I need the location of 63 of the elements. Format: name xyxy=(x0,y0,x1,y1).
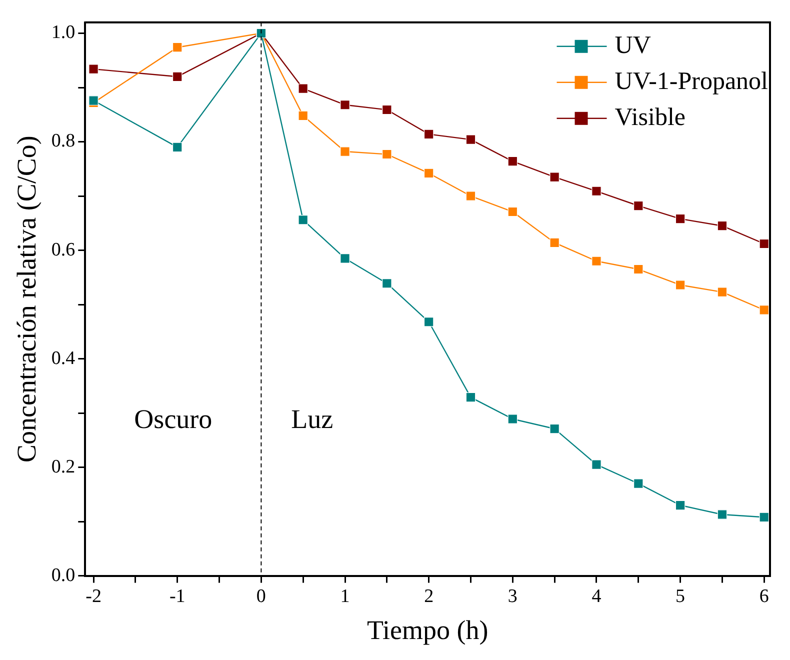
point xyxy=(466,191,476,201)
point xyxy=(172,142,182,152)
point xyxy=(298,84,308,94)
point xyxy=(340,146,350,156)
point xyxy=(340,100,350,110)
legend-label: Visible xyxy=(614,104,686,131)
y-tick-label: 0.6 xyxy=(51,239,76,260)
point xyxy=(717,510,728,520)
point xyxy=(675,214,686,224)
x-tick-label: 2 xyxy=(424,586,434,608)
point xyxy=(382,278,392,288)
x-axis-title: Tiempo (h) xyxy=(366,614,488,645)
point xyxy=(717,220,728,231)
x-tick-label: 6 xyxy=(759,586,769,608)
annotation: Oscuro xyxy=(134,404,212,434)
x-tick-label: 1 xyxy=(340,586,350,608)
point xyxy=(424,316,434,327)
point xyxy=(550,172,560,182)
y-axis-title: Concentración relativa (C/Co) xyxy=(11,136,42,463)
point xyxy=(675,500,686,510)
y-tick-label: 0.4 xyxy=(51,348,76,369)
x-tick-label: 3 xyxy=(508,586,518,608)
point xyxy=(717,287,728,297)
x-tick-label: -2 xyxy=(86,586,102,608)
y-tick-label: 0.8 xyxy=(51,130,76,152)
point xyxy=(88,64,98,74)
y-tick-label: 0.0 xyxy=(51,564,76,586)
x-tick-label: 4 xyxy=(592,586,602,608)
point xyxy=(172,72,182,82)
legend-label: UV-1-Propanol xyxy=(614,68,768,95)
point xyxy=(634,200,644,211)
x-tick-label: -1 xyxy=(169,586,186,608)
point xyxy=(508,156,518,166)
y-tick-label: 0.2 xyxy=(51,456,76,478)
point xyxy=(340,254,350,264)
point xyxy=(675,280,686,290)
point xyxy=(550,424,560,434)
point xyxy=(466,392,476,402)
point xyxy=(298,110,308,121)
point xyxy=(634,264,644,274)
point xyxy=(759,305,770,315)
point xyxy=(634,478,644,488)
point xyxy=(382,149,392,160)
x-tick-label: 5 xyxy=(676,586,686,608)
point xyxy=(382,104,392,115)
point xyxy=(550,238,560,248)
y-tick-label: 1.0 xyxy=(51,22,76,44)
point xyxy=(88,96,98,106)
point xyxy=(508,414,518,424)
point xyxy=(172,42,182,52)
point xyxy=(759,238,770,249)
point xyxy=(466,134,476,144)
point xyxy=(424,168,434,178)
point xyxy=(592,186,602,196)
point xyxy=(424,129,434,140)
point xyxy=(592,256,602,266)
legend-label: UV xyxy=(614,32,651,59)
point xyxy=(508,206,518,217)
x-tick-label: 0 xyxy=(256,586,266,608)
point xyxy=(592,460,602,470)
point xyxy=(759,512,770,522)
point xyxy=(298,214,308,225)
annotation: Luz xyxy=(291,404,334,434)
